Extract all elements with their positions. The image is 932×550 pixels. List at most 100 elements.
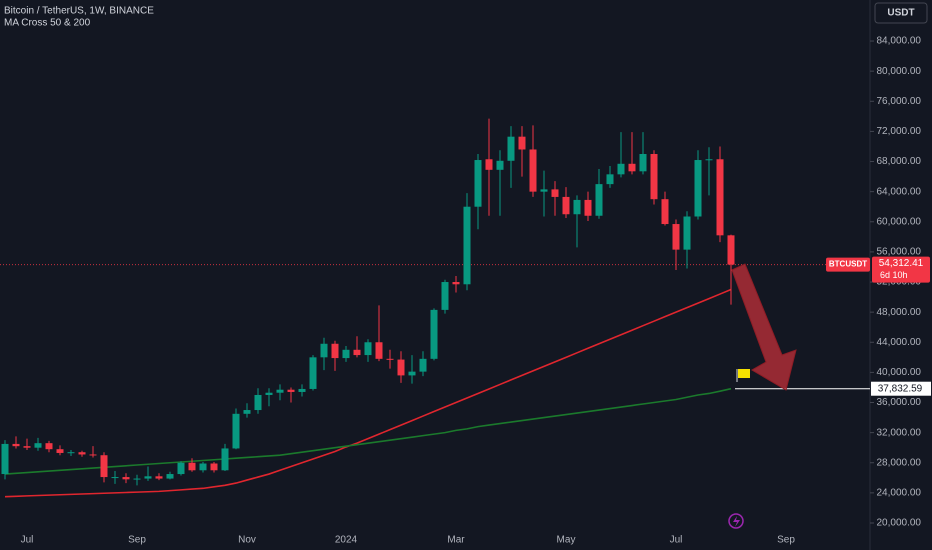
candle-body [584, 199, 592, 216]
candle-body [672, 224, 680, 250]
candle-body [254, 394, 262, 411]
ma-value-box [871, 381, 931, 396]
candle-body [199, 463, 207, 471]
y-tick-label: 76,000.00 [877, 96, 922, 107]
candle-body [705, 159, 713, 161]
candle-body [287, 389, 295, 392]
candle-body [188, 462, 196, 471]
y-tick-label: 20,000.00 [877, 518, 922, 529]
candle-body [716, 159, 724, 236]
candle-body [628, 163, 636, 172]
x-tick-label: Jul [670, 535, 683, 546]
x-tick-label: Sep [128, 535, 146, 546]
candle-body [232, 413, 240, 449]
candle-body [606, 174, 614, 185]
candle-body [45, 443, 53, 450]
candle-body [397, 359, 405, 376]
y-tick-label: 48,000.00 [877, 307, 922, 318]
candle-body [529, 149, 537, 192]
chart-title: Bitcoin / TetherUS, 1W, BINANCE [4, 6, 154, 17]
candle-body [639, 153, 647, 172]
y-tick-label: 32,000.00 [877, 427, 922, 438]
currency-button[interactable] [874, 2, 928, 24]
candle-body [265, 392, 273, 395]
candle-body [518, 136, 526, 150]
candle-body [78, 452, 86, 455]
candle-body [452, 282, 460, 285]
candle-body [551, 189, 559, 197]
event-icon-bolt [733, 516, 740, 527]
candle-body [309, 357, 317, 389]
candle-body [540, 189, 548, 192]
y-tick-label: 28,000.00 [877, 457, 922, 468]
y-tick-label: 44,000.00 [877, 337, 922, 348]
candle-body [496, 160, 504, 170]
y-tick-label: 36,000.00 [877, 397, 922, 408]
candle-body [56, 449, 64, 453]
candle-body [298, 388, 306, 392]
candle-body [595, 184, 603, 216]
event-icon[interactable] [728, 513, 744, 529]
candle-body [166, 474, 174, 479]
symbol-box [826, 257, 870, 272]
candle-body [694, 160, 702, 217]
candle-body [617, 163, 625, 175]
candle-body [331, 343, 339, 359]
y-tick-label: 60,000.00 [877, 216, 922, 227]
x-tick-label: 2024 [335, 535, 358, 546]
candle-body [177, 462, 185, 475]
candle-body [155, 476, 163, 479]
candle-body [463, 206, 471, 285]
candle-body [144, 476, 152, 479]
candle-body [474, 160, 482, 207]
candle-body [386, 358, 394, 360]
price-box [872, 256, 930, 283]
candle-body [661, 199, 669, 225]
y-tick-label: 56,000.00 [877, 247, 922, 258]
y-tick-label: 68,000.00 [877, 156, 922, 167]
candle-body [441, 282, 449, 310]
y-tick-label: 80,000.00 [877, 66, 922, 77]
x-tick-label: Jul [21, 535, 34, 546]
moving-average-line [4, 387, 732, 475]
candle-body [650, 153, 658, 200]
symbol-label: BTCUSDT [829, 260, 867, 269]
candle-body [320, 343, 328, 358]
candle-body [419, 358, 427, 372]
arrow [731, 263, 797, 391]
indicator-name: MA Cross 50 & 200 [4, 18, 91, 29]
candle-body [408, 371, 416, 376]
x-tick-label: Nov [238, 535, 256, 546]
y-tick-label: 24,000.00 [877, 488, 922, 499]
flag [738, 369, 750, 378]
x-tick-label: Sep [777, 535, 795, 546]
candle-body [342, 349, 350, 359]
candle-body [353, 349, 361, 356]
candle-body [1, 443, 9, 475]
y-tick-label: 40,000.00 [877, 367, 922, 378]
candle-body [111, 477, 119, 479]
candle-body [12, 443, 20, 447]
candle-body [243, 410, 251, 414]
candle-body [562, 196, 570, 215]
candle-body [683, 216, 691, 250]
price-label: 54,312.41 [879, 258, 924, 269]
candle-body [89, 454, 97, 456]
y-tick-label: 84,000.00 [877, 36, 922, 47]
candle-body [221, 448, 229, 471]
x-tick-label: Mar [447, 535, 465, 546]
y-tick-label: 72,000.00 [877, 126, 922, 137]
candle-body [430, 309, 438, 359]
candle-body [122, 477, 130, 480]
ma-value-label: 37,832.59 [878, 383, 923, 394]
candle-body [507, 136, 515, 161]
candle-body [67, 452, 75, 454]
candle-body [364, 342, 372, 356]
x-tick-label: May [557, 535, 576, 546]
candle-body [276, 389, 284, 393]
currency-label[interactable]: USDT [887, 8, 914, 19]
candle-body [23, 446, 31, 448]
candle-body [34, 443, 42, 448]
